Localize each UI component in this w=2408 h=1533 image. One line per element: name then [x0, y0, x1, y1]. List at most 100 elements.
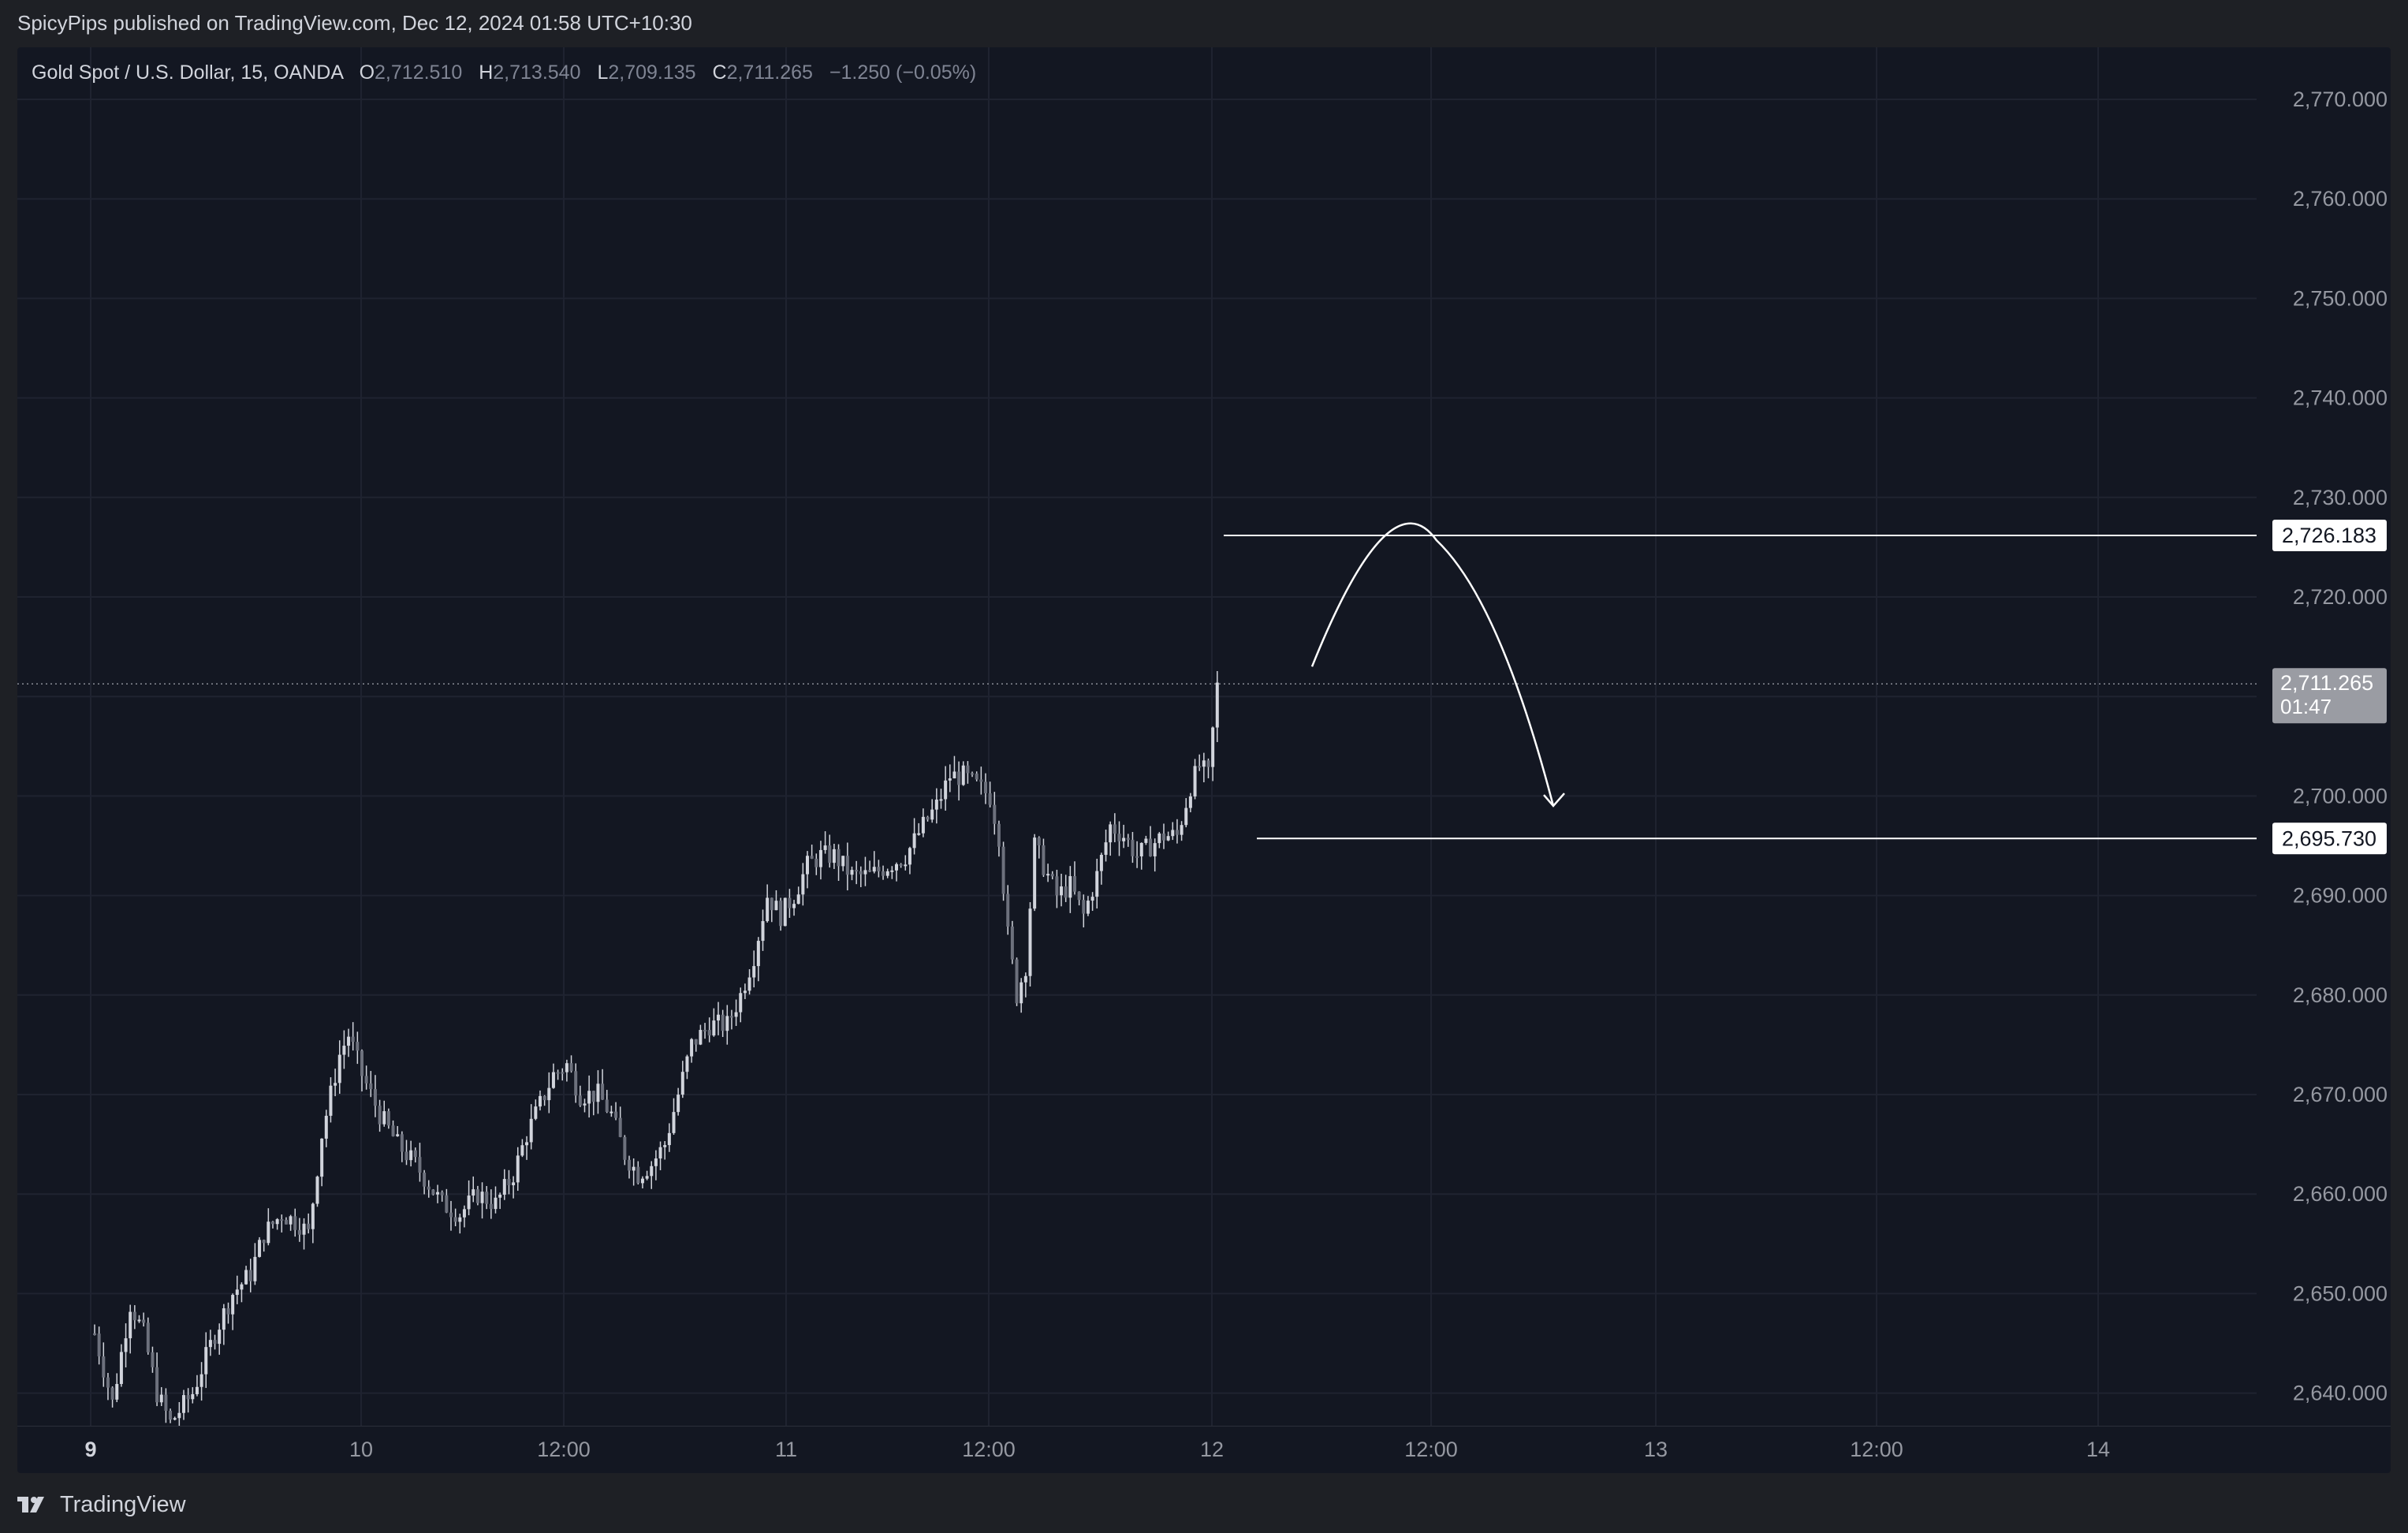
candle-body-81[interactable]: [453, 1217, 457, 1222]
candle-body-162[interactable]: [814, 858, 818, 867]
candle-body-231[interactable]: [1122, 837, 1126, 841]
candle-body-6[interactable]: [119, 1352, 123, 1385]
candle-body-58[interactable]: [351, 1036, 355, 1043]
price-axis[interactable]: 2,770.000 2,760.000 2,750.000 2,740.000 2,73…: [2257, 47, 2391, 1426]
legend-symbol[interactable]: Gold Spot / U.S. Dollar, 15, OANDA: [32, 62, 343, 84]
candle-body-153[interactable]: [774, 901, 778, 911]
candle-body-112[interactable]: [591, 1091, 595, 1102]
candle-body-108[interactable]: [574, 1071, 578, 1096]
candle-body-83[interactable]: [462, 1209, 466, 1218]
candle-body-33[interactable]: [240, 1284, 244, 1290]
candle-body-92[interactable]: [502, 1179, 506, 1195]
candle-body-160[interactable]: [806, 856, 809, 875]
candle-body-191[interactable]: [944, 780, 948, 800]
candle-body-1[interactable]: [97, 1333, 101, 1357]
candle-body-239[interactable]: [1157, 833, 1161, 844]
candle-body-14[interactable]: [155, 1367, 159, 1403]
candle-body-158[interactable]: [796, 894, 800, 905]
candle-body-134[interactable]: [690, 1039, 694, 1057]
candle-body-174[interactable]: [868, 870, 872, 872]
candle-body-144[interactable]: [734, 1012, 738, 1017]
candle-body-167[interactable]: [837, 849, 841, 867]
candle-body-123[interactable]: [640, 1178, 644, 1184]
candle-body-221[interactable]: [1077, 891, 1081, 901]
candle-body-196[interactable]: [966, 765, 970, 774]
candle-body-146[interactable]: [743, 990, 747, 994]
candle-body-35[interactable]: [248, 1270, 252, 1281]
candle-body-116[interactable]: [609, 1111, 613, 1113]
candle-body-244[interactable]: [1180, 825, 1183, 835]
candle-body-0[interactable]: [93, 1333, 96, 1335]
candle-body-173[interactable]: [863, 870, 867, 875]
candle-body-149[interactable]: [756, 941, 760, 967]
candle-body-34[interactable]: [244, 1270, 248, 1285]
candle-body-233[interactable]: [1131, 839, 1135, 856]
candle-body-129[interactable]: [667, 1132, 671, 1146]
candle-body-252[interactable]: [1215, 682, 1219, 728]
candle-body-157[interactable]: [792, 904, 796, 908]
candle-body-125[interactable]: [650, 1166, 654, 1177]
candle-body-41[interactable]: [275, 1219, 279, 1225]
candle-body-136[interactable]: [699, 1030, 703, 1045]
candle-body-150[interactable]: [761, 921, 765, 942]
candle-body-132[interactable]: [680, 1072, 684, 1095]
candle-body-87[interactable]: [480, 1192, 484, 1203]
candle-body-89[interactable]: [489, 1203, 493, 1210]
candle-body-62[interactable]: [369, 1083, 373, 1090]
candle-body-98[interactable]: [529, 1118, 533, 1143]
candle-body-56[interactable]: [342, 1046, 346, 1055]
candle-body-126[interactable]: [654, 1158, 658, 1166]
candle-body-109[interactable]: [578, 1095, 582, 1106]
candle-body-32[interactable]: [235, 1289, 239, 1296]
candle-body-235[interactable]: [1139, 842, 1143, 856]
candle-body-53[interactable]: [329, 1085, 333, 1116]
candle-body-137[interactable]: [703, 1030, 707, 1032]
candle-body-169[interactable]: [845, 856, 849, 875]
candle-body-49[interactable]: [311, 1203, 315, 1229]
candle-body-122[interactable]: [636, 1166, 640, 1184]
candle-body-243[interactable]: [1175, 830, 1179, 835]
candle-body-110[interactable]: [583, 1103, 587, 1106]
candle-body-61[interactable]: [364, 1076, 368, 1084]
candle-body-209[interactable]: [1023, 975, 1027, 983]
candle-body-164[interactable]: [823, 845, 827, 850]
time-axis-svg[interactable]: 9 10 12:00 11 12:00 12 12:00 13 12:00 14: [17, 1427, 2391, 1473]
candle-body-138[interactable]: [707, 1030, 711, 1036]
candle-body-186[interactable]: [921, 816, 925, 834]
candle-body-168[interactable]: [841, 856, 845, 867]
candle-body-229[interactable]: [1113, 824, 1116, 834]
candle-body-59[interactable]: [356, 1042, 360, 1051]
plot-area[interactable]: [17, 47, 2257, 1429]
candle-body-55[interactable]: [337, 1054, 341, 1084]
candle-body-220[interactable]: [1073, 876, 1076, 892]
candle-body-82[interactable]: [458, 1217, 462, 1222]
candle-body-240[interactable]: [1162, 833, 1165, 841]
tradingview-logo-icon[interactable]: [17, 1495, 54, 1514]
candle-body-26[interactable]: [208, 1340, 212, 1348]
projection-arrow[interactable]: [1310, 522, 1555, 807]
candle-body-113[interactable]: [596, 1084, 600, 1102]
candle-body-142[interactable]: [725, 1016, 729, 1031]
candle-body-179[interactable]: [890, 870, 894, 872]
candle-body-248[interactable]: [1198, 766, 1202, 768]
candle-body-36[interactable]: [253, 1256, 257, 1281]
candle-body-156[interactable]: [788, 897, 792, 908]
candle-body-7[interactable]: [124, 1338, 128, 1352]
candle-body-207[interactable]: [1015, 959, 1019, 1004]
candle-body-65[interactable]: [382, 1111, 386, 1125]
candle-body-12[interactable]: [146, 1322, 150, 1352]
candle-body-99[interactable]: [534, 1106, 538, 1119]
candle-body-225[interactable]: [1095, 871, 1099, 897]
candle-body-4[interactable]: [110, 1387, 114, 1400]
candle-body-84[interactable]: [467, 1195, 471, 1210]
candle-body-128[interactable]: [663, 1145, 667, 1147]
candle-body-226[interactable]: [1099, 855, 1103, 871]
candle-body-151[interactable]: [766, 897, 770, 922]
candle-body-64[interactable]: [378, 1106, 382, 1125]
footer-brand[interactable]: TradingView: [60, 1491, 186, 1517]
candle-body-223[interactable]: [1086, 901, 1090, 914]
candle-body-147[interactable]: [747, 977, 751, 991]
candle-body-8[interactable]: [129, 1311, 132, 1339]
candle-body-44[interactable]: [289, 1216, 293, 1225]
candle-body-154[interactable]: [779, 901, 783, 927]
